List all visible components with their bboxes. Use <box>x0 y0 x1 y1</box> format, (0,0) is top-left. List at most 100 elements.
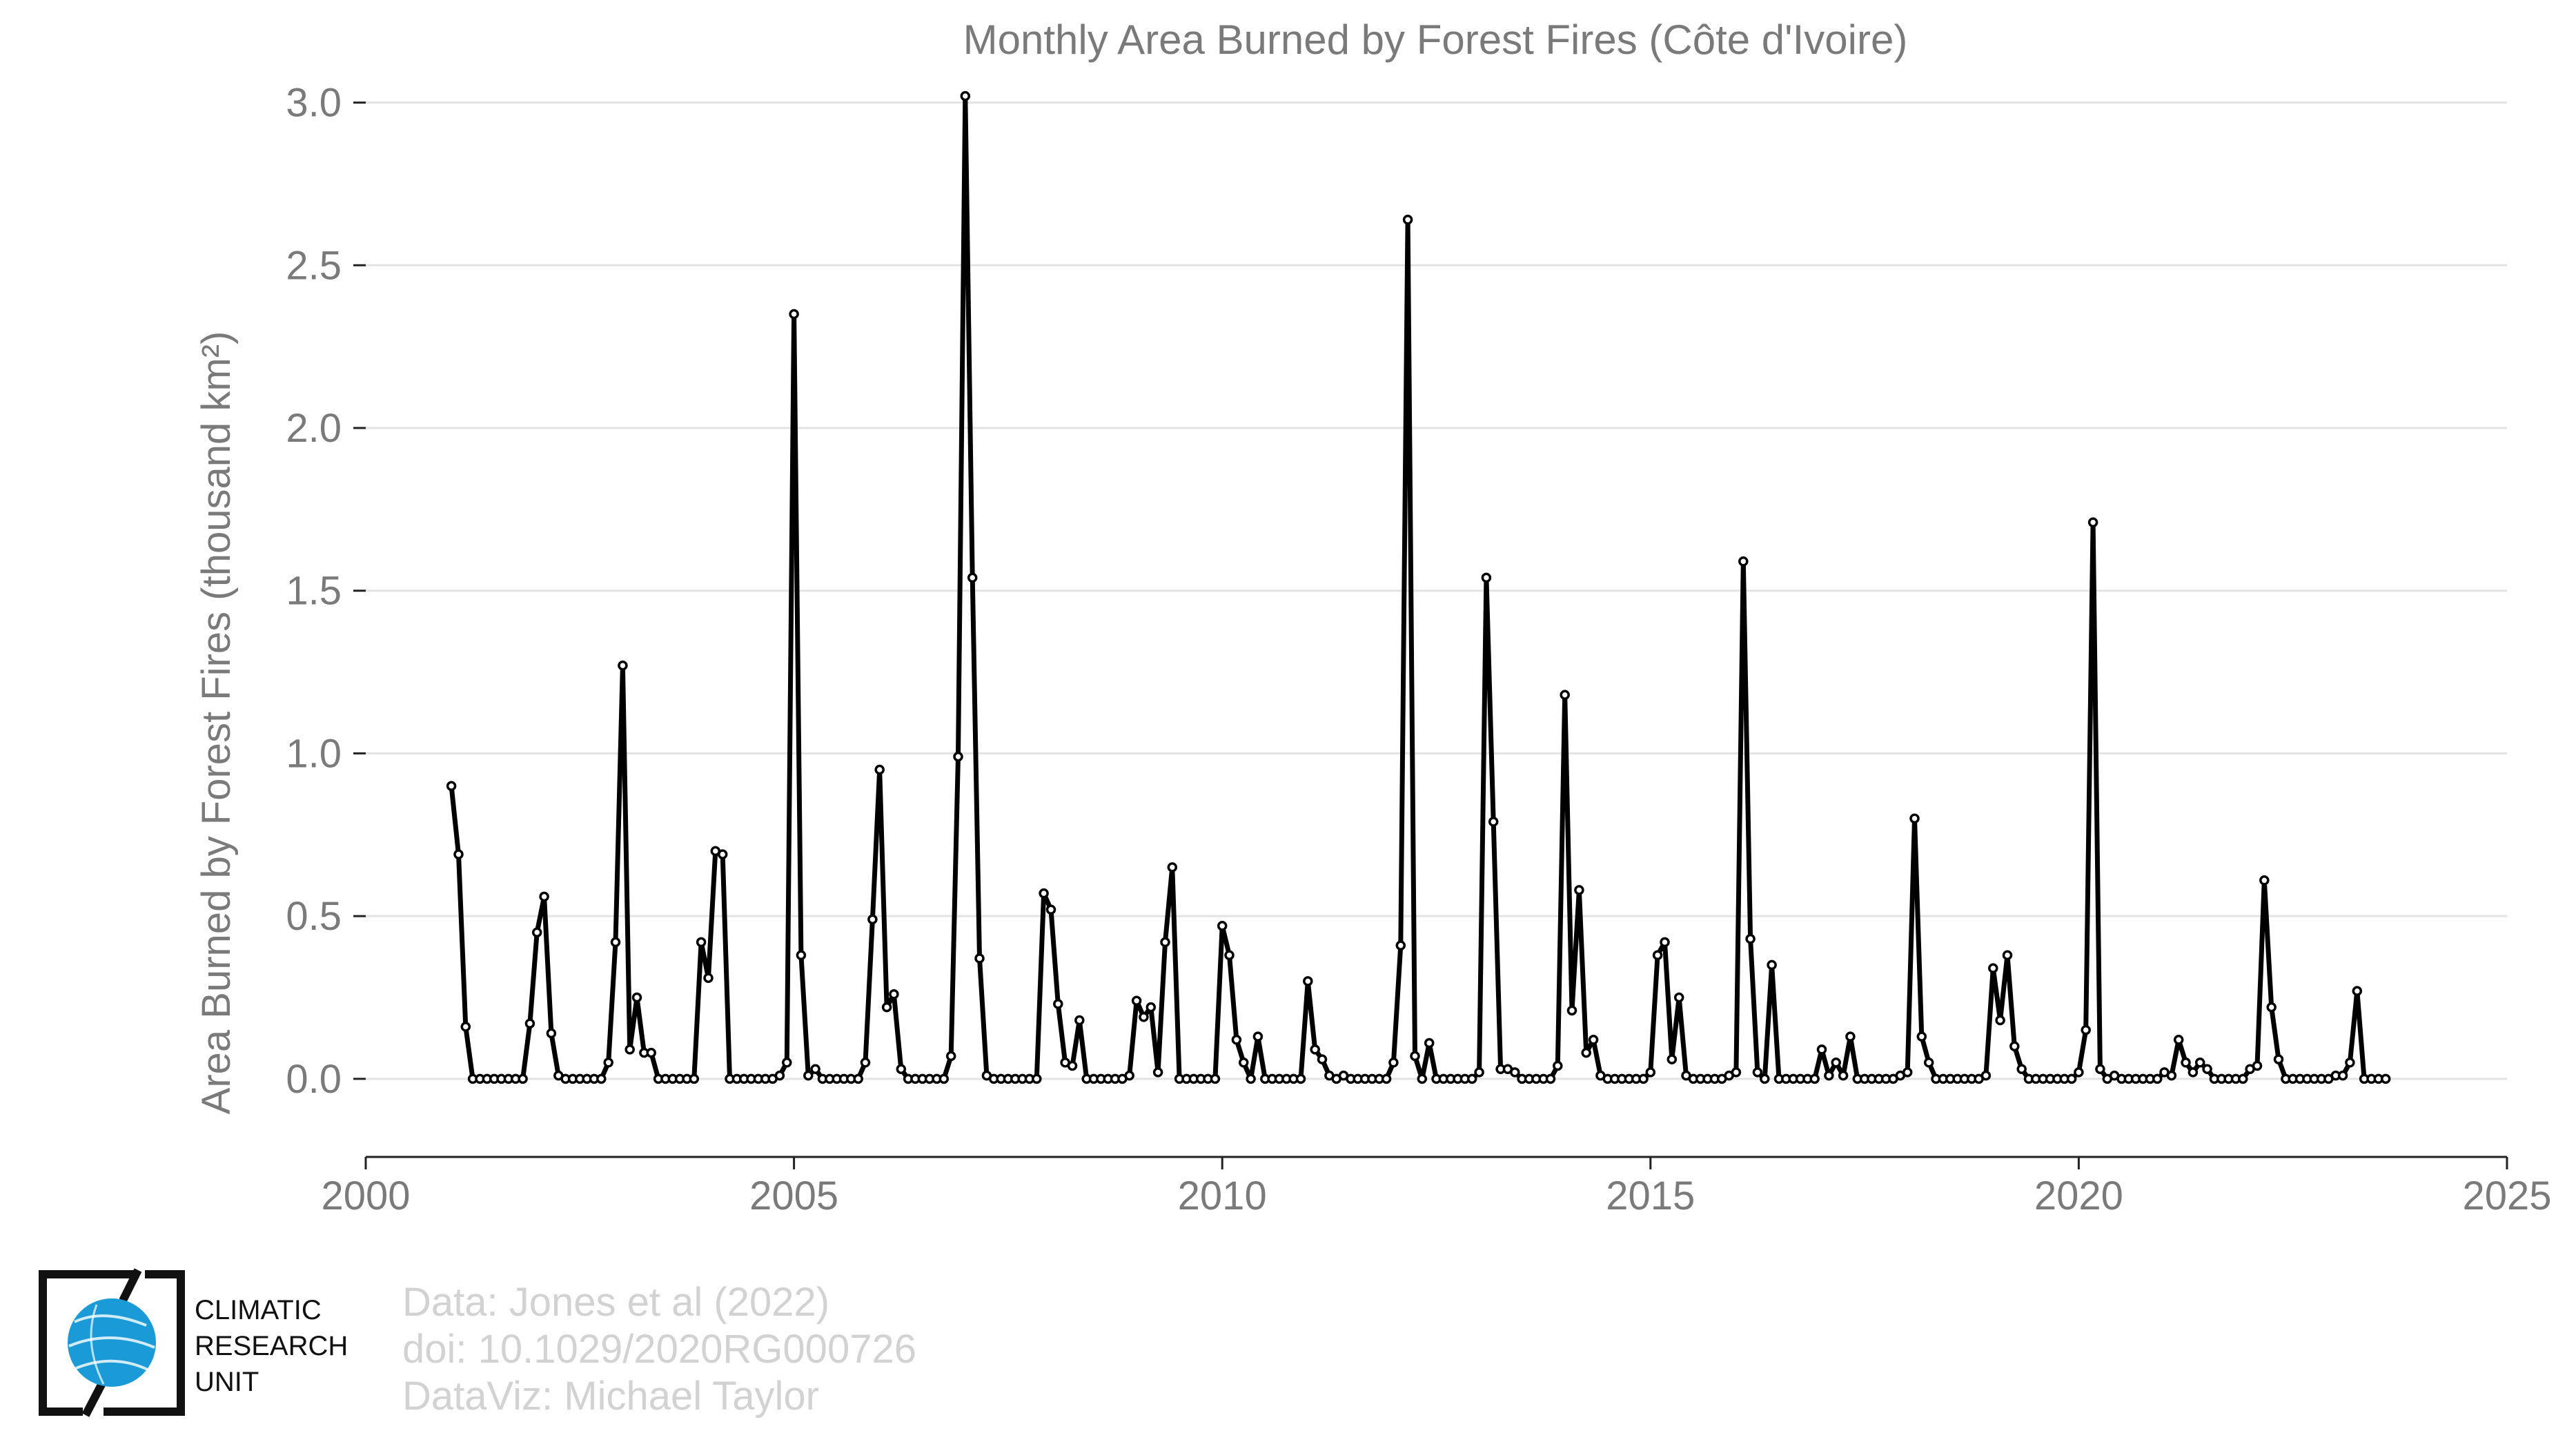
y-axis-ticks: 0.0 0.5 1.0 1.5 2.0 2.5 3.0 <box>286 81 366 1102</box>
data-point <box>546 1028 557 1039</box>
y-axis-label: Area Burned by Forest Fires (thousand km… <box>194 331 239 1115</box>
data-point <box>2238 1073 2248 1084</box>
data-point <box>2337 1070 2348 1081</box>
globe-swirl-3 <box>75 1359 150 1372</box>
data-point <box>717 849 728 859</box>
y-tick-label: 0.5 <box>286 894 342 939</box>
data-point <box>1652 950 1663 960</box>
data-point <box>1074 1015 1085 1026</box>
data-point <box>2152 1073 2163 1084</box>
data-point <box>646 1047 656 1058</box>
logo-text-line1: CLIMATIC <box>195 1295 322 1325</box>
data-point <box>945 1051 956 1062</box>
y-tick-label: 3.0 <box>286 81 342 126</box>
data-point <box>1923 1058 1934 1068</box>
globe-swirl-2 <box>68 1336 155 1349</box>
data-point <box>610 937 621 948</box>
chart-title: Monthly Area Burned by Forest Fires (Côt… <box>963 17 1908 63</box>
y-tick-label: 2.5 <box>286 243 342 288</box>
data-point <box>860 1058 871 1068</box>
data-point <box>2194 1058 2205 1068</box>
data-point <box>2252 1060 2263 1071</box>
credit-dataviz: DataViz: Michael Taylor <box>402 1374 819 1419</box>
data-point <box>1303 976 1313 986</box>
data-point <box>1588 1035 1599 1045</box>
data-point <box>974 953 985 964</box>
data-point <box>618 660 628 671</box>
data-point <box>2345 1058 2355 1068</box>
data-point <box>1388 1058 1399 1068</box>
data-point <box>1381 1073 1392 1084</box>
data-point <box>967 572 978 583</box>
data-point <box>1673 992 1684 1003</box>
data-point <box>2095 1064 2105 1074</box>
data-point <box>1238 1058 1249 1068</box>
data-point <box>460 1022 471 1032</box>
data-point <box>2266 1002 2277 1013</box>
data-point <box>796 950 807 960</box>
data-point <box>703 973 714 983</box>
data-point <box>1809 1073 1820 1084</box>
data-point <box>2352 986 2363 996</box>
data-point <box>1574 885 1584 895</box>
y-tick-label: 1.5 <box>286 569 342 614</box>
y-tick-label: 2.0 <box>286 406 342 451</box>
data-point <box>803 1070 814 1081</box>
data-point <box>889 989 899 1000</box>
data-point <box>2380 1073 2391 1084</box>
data-point <box>446 781 457 791</box>
data-point <box>1160 937 1170 948</box>
data-point <box>810 1064 820 1074</box>
data-point <box>625 1044 635 1055</box>
data-point <box>960 90 971 101</box>
data-point <box>1731 1067 1742 1078</box>
data-point <box>1545 1073 1556 1084</box>
credit-doi: doi: 10.1029/2020RG000726 <box>402 1327 916 1372</box>
y-tick-label: 0.0 <box>286 1057 342 1102</box>
data-point <box>1167 862 1178 873</box>
data-point <box>2166 1070 2177 1081</box>
data-point <box>1067 1060 1078 1071</box>
data-point <box>782 1058 792 1068</box>
data-point <box>1902 1067 1913 1078</box>
data-point <box>1210 1073 1221 1084</box>
data-point <box>1767 960 1777 971</box>
data-point <box>689 1073 700 1084</box>
data-point <box>1738 556 1749 567</box>
data-point <box>2016 1064 2027 1074</box>
data-point <box>1466 1073 1477 1084</box>
data-point <box>896 1064 907 1074</box>
data-point <box>1660 937 1670 948</box>
x-axis-ticks: 2000 2005 2010 2015 2020 2025 <box>321 1157 2552 1218</box>
data-point <box>1124 1070 1134 1081</box>
logo-frame-right <box>104 1270 185 1416</box>
gridlines <box>366 101 2507 1080</box>
data-point <box>1295 1073 1306 1084</box>
data-point <box>2074 1067 2084 1078</box>
data-point <box>1916 1031 1927 1042</box>
data-point <box>2009 1041 2020 1051</box>
data-point <box>1845 1031 1856 1042</box>
data-point <box>596 1073 607 1084</box>
data-point <box>2173 1035 2184 1045</box>
data-point <box>789 309 799 320</box>
data-point <box>1424 1038 1435 1049</box>
logo-slash-bottom <box>81 1381 106 1417</box>
data-point <box>2259 875 2270 886</box>
data-point <box>1752 1067 1763 1078</box>
data-point <box>1666 1054 1678 1064</box>
credit-data-source: Data: Jones et al (2022) <box>402 1280 830 1325</box>
y-tick-label: 1.0 <box>286 731 342 776</box>
data-point <box>1581 1047 1591 1058</box>
data-point <box>1638 1073 1649 1084</box>
data-point <box>1217 921 1228 931</box>
data-point <box>1553 1060 1563 1071</box>
data-point <box>2187 1067 2199 1078</box>
data-point <box>1045 904 1056 915</box>
data-point <box>1039 888 1049 899</box>
data-point <box>1139 1012 1149 1022</box>
data-point <box>867 914 878 925</box>
data-point <box>603 1058 613 1068</box>
data-point <box>1760 1073 1770 1084</box>
